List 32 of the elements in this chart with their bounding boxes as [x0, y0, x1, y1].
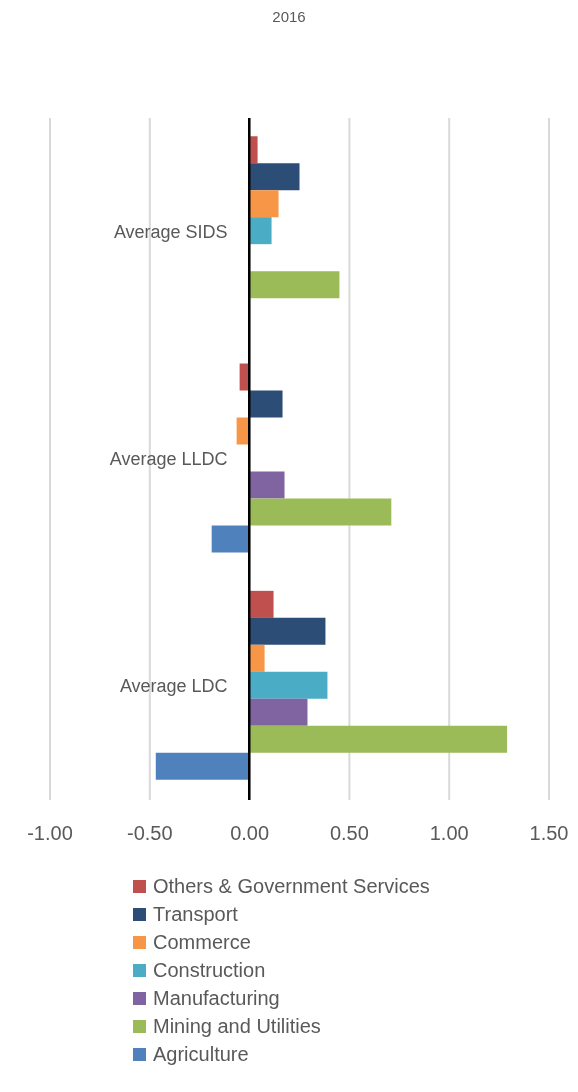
x-tick-label: 0.50	[329, 822, 369, 845]
legend-label: Mining and Utilities	[153, 1014, 321, 1038]
legend-label: Others & Government Services	[153, 874, 430, 898]
chart-title: 2016	[271, 8, 307, 25]
x-tick-label: -1.00	[27, 822, 73, 845]
y-tick-label: Average LLDC	[109, 448, 228, 471]
bar	[211, 525, 250, 553]
bar	[249, 590, 274, 618]
y-tick-label: Average LDC	[119, 675, 228, 699]
x-tick-label: 0.00	[230, 822, 270, 845]
legend-label: Manufacturing	[153, 986, 280, 1010]
x-tick-label: 1.00	[429, 822, 469, 845]
bar	[155, 752, 250, 780]
bar	[249, 471, 285, 499]
bar	[249, 190, 279, 218]
bar	[249, 617, 326, 645]
legend-label: Commerce	[153, 930, 251, 954]
bar	[249, 725, 508, 753]
bar	[249, 390, 283, 418]
bar	[249, 671, 328, 699]
bar	[249, 163, 300, 191]
legend-label: Agriculture	[153, 1042, 249, 1066]
legend-label: Construction	[153, 958, 266, 982]
bar	[249, 498, 392, 526]
y-tick-label: Average SIDS	[113, 220, 228, 244]
bar	[249, 271, 340, 299]
x-tick-label: 1.50	[529, 822, 569, 845]
x-tick-label: -0.50	[127, 822, 173, 845]
bar	[249, 217, 272, 245]
bar	[249, 644, 265, 672]
legend-label: Transport	[153, 902, 238, 926]
bar	[249, 698, 308, 726]
